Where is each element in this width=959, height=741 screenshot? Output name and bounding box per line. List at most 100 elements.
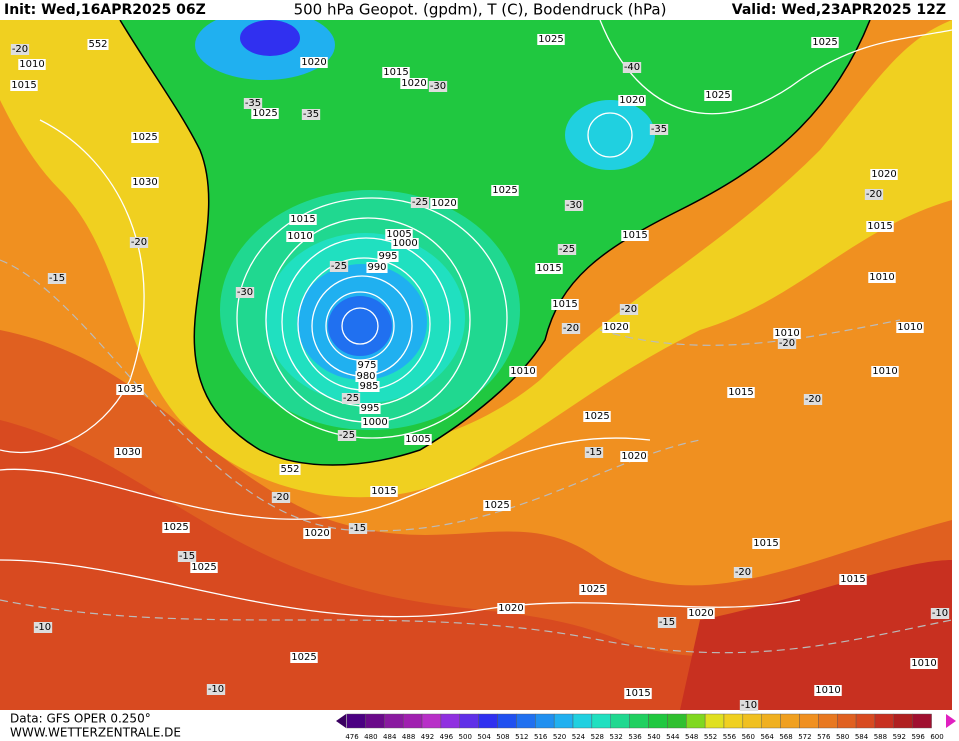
pressure-label: 1020: [431, 198, 456, 209]
pressure-label: 1025: [538, 34, 563, 45]
data-source: Data: GFS OPER 0.250°: [10, 712, 151, 726]
pressure-label-box: [814, 685, 842, 696]
temperature-label-box: [129, 237, 149, 248]
pressure-label-box: [10, 80, 38, 91]
pressure-label: 1015: [11, 80, 36, 91]
pressure-label-box: [870, 169, 898, 180]
pressure-label: 552: [88, 39, 107, 50]
temperature-label: -30: [430, 81, 446, 92]
temperature-label-box: [10, 44, 30, 55]
pressure-label: 1000: [392, 238, 417, 249]
pressure-label-box: [370, 486, 398, 497]
colorbar-band: [912, 713, 932, 729]
temperature-label: -20: [12, 44, 28, 55]
isobars: [0, 20, 952, 618]
pressure-label: 1015: [536, 263, 561, 274]
pressure-label-box: [618, 95, 646, 106]
pressure-label: 980: [356, 371, 375, 382]
colorbar-tick-label: 528: [591, 733, 604, 741]
colorbar-arrow-left: [336, 714, 346, 728]
colorbar-band: [874, 713, 895, 729]
pressure-label-box: [621, 230, 649, 241]
pressure-label-box: [579, 584, 607, 595]
colorbar-band: [572, 713, 593, 729]
pressure-label-box: [190, 562, 218, 573]
pressure-label-box: [839, 574, 867, 585]
colorbar-tick-label: 600: [930, 733, 943, 741]
temperature-label: -20: [563, 323, 579, 334]
colorbar: 476 480 484 488 492 496 500 504 508 512 516 520 524 5…: [345, 713, 944, 741]
pressure-label: 975: [357, 360, 376, 371]
pressure-label: 1015: [371, 486, 396, 497]
pressure-label: 1015: [728, 387, 753, 398]
colorbar-band: [686, 713, 706, 729]
pressure-label-box: [289, 214, 317, 225]
temperature-label-box: [410, 197, 430, 208]
colorbar-band: [516, 713, 536, 729]
temperature-label-box: [33, 622, 53, 633]
colorbar-tick-label: 532: [610, 733, 623, 741]
pressure-label: 1010: [911, 658, 936, 669]
pressure-label: 1025: [584, 411, 609, 422]
pressure-label: 1020: [619, 95, 644, 106]
colorbar-tick-label: 476: [345, 733, 359, 741]
pressure-label-box: [537, 34, 565, 45]
pressure-label-box: [551, 299, 579, 310]
pressure-label: 1025: [163, 522, 188, 533]
pressure-label: 1025: [291, 652, 316, 663]
contour-552: [119, 20, 871, 466]
colorbar-tick-label: 596: [911, 733, 925, 741]
temperature-label-box: [803, 394, 823, 405]
colorbar-tick-label: 576: [817, 733, 831, 741]
temperature-label-box: [557, 244, 577, 255]
pressure-label-box: [358, 381, 380, 392]
pressure-label: 1015: [753, 538, 778, 549]
temperature-label: -30: [237, 287, 253, 298]
temperature-label: -20: [621, 304, 637, 315]
colorbar-tick-label: 592: [893, 733, 906, 741]
valid-label: Valid: Wed,23APR2025 12Z: [732, 2, 946, 18]
pressure-label-box: [131, 132, 159, 143]
pressure-label-box: [624, 688, 652, 699]
temperature-label-box: [348, 523, 368, 534]
colorbar-tick-label: 580: [836, 733, 849, 741]
temperature-label: -35: [303, 109, 319, 120]
pressure-label: 1025: [191, 562, 216, 573]
pressure-label-box: [866, 221, 894, 232]
pressure-label: 552: [280, 464, 299, 475]
pressure-label: 1020: [871, 169, 896, 180]
colorbar-band: [629, 713, 649, 729]
temperature-label: -35: [245, 98, 261, 109]
colorbar-tick-label: 500: [459, 733, 472, 741]
init-label: Init: Wed,16APR2025 06Z: [4, 2, 206, 18]
temperature-label: -20: [273, 492, 289, 503]
pressure-label-box: [704, 90, 732, 101]
colorbar-tick-label: 584: [855, 733, 869, 741]
field-cold-top-core: [240, 20, 300, 56]
temperature-label-box: [739, 700, 759, 711]
pressure-label: 1015: [625, 688, 650, 699]
pressure-label: 1005: [386, 229, 411, 240]
colorbar-band: [459, 713, 479, 729]
colorbar-tick-label: 572: [798, 733, 811, 741]
colorbar-tick-label: 480: [364, 733, 377, 741]
pressure-label-box: [385, 229, 413, 240]
colorbar-tick-label: 548: [685, 733, 698, 741]
temperature-label: -15: [659, 617, 675, 628]
temperature-label-box: [206, 684, 226, 695]
isotherms: [0, 259, 952, 654]
temperature-label: -10: [932, 608, 948, 619]
pressure-label: 1025: [132, 132, 157, 143]
temperature-label: -10: [741, 700, 757, 711]
temperature-label: -15: [350, 523, 366, 534]
temperature-label-box: [235, 287, 255, 298]
pressure-label: 1025: [812, 37, 837, 48]
pressure-label-box: [811, 37, 839, 48]
pressure-label: 1020: [304, 528, 329, 539]
temperature-label-box: [177, 551, 197, 562]
temperature-label-box: [649, 124, 669, 135]
colorbar-tick-label: 492: [421, 733, 434, 741]
pressure-label: 1010: [897, 322, 922, 333]
pressure-label: 1005: [405, 434, 430, 445]
